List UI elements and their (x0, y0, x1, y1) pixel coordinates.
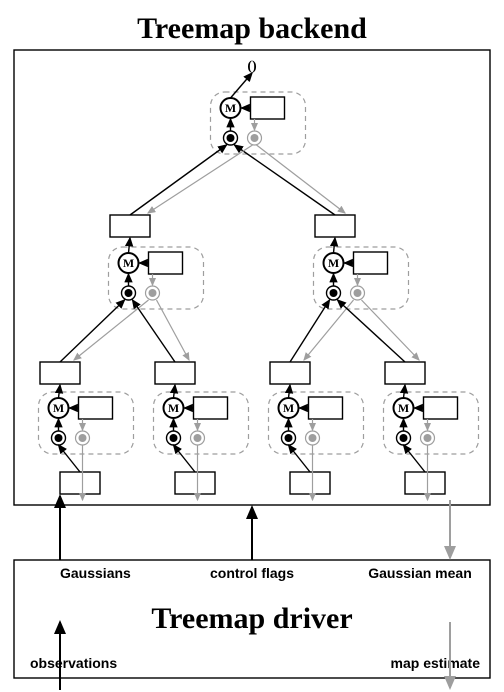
unit-leaf-4-black-box (424, 397, 458, 419)
l1-box-left (110, 215, 150, 237)
unit-l1-left-black-box (149, 252, 183, 274)
bottom-box-4 (405, 472, 445, 494)
bottom-box-3 (290, 472, 330, 494)
leaf-box-3 (270, 362, 310, 384)
svg-text:M: M (283, 401, 294, 415)
leaf-box-4 (385, 362, 425, 384)
unit-leaf-1-black-box (79, 397, 113, 419)
map-estimate-label: map estimate (391, 655, 481, 671)
backend-title: Treemap backend (137, 12, 367, 45)
svg-text:M: M (168, 401, 179, 415)
leaf-box-2 (155, 362, 195, 384)
l1-box-right (315, 215, 355, 237)
bottom-box-1 (60, 472, 100, 494)
svg-text:M: M (225, 101, 236, 115)
gaussians-label: Gaussians (60, 565, 131, 581)
svg-text:M: M (53, 401, 64, 415)
unit-leaf-2-black-box (194, 397, 228, 419)
svg-text:M: M (123, 256, 134, 270)
bottom-box-2 (175, 472, 215, 494)
driver-title: Treemap driver (151, 602, 352, 635)
unit-l1-right-black-box (354, 252, 388, 274)
unit-root-black-box (251, 97, 285, 119)
control-flags-label: control flags (210, 565, 294, 581)
gaussian-mean-label: Gaussian mean (368, 565, 472, 581)
svg-text:M: M (328, 256, 339, 270)
svg-text:M: M (398, 401, 409, 415)
leaf-box-1 (40, 362, 80, 384)
observations-label: observations (30, 655, 117, 671)
root-label: () (247, 59, 257, 74)
unit-leaf-3-black-box (309, 397, 343, 419)
